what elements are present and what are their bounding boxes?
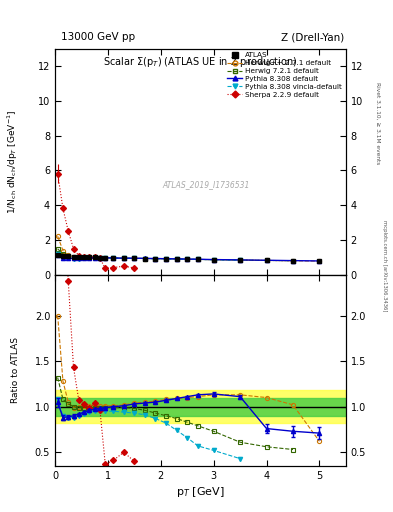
Y-axis label: Ratio to ATLAS: Ratio to ATLAS [11, 337, 20, 403]
Text: ATLAS_2019_I1736531: ATLAS_2019_I1736531 [163, 180, 250, 188]
X-axis label: p$_T$ [GeV]: p$_T$ [GeV] [176, 485, 225, 499]
Text: mcplots.cern.ch [arXiv:1306.3436]: mcplots.cern.ch [arXiv:1306.3436] [382, 221, 387, 312]
Text: Rivet 3.1.10, ≥ 3.1M events: Rivet 3.1.10, ≥ 3.1M events [375, 82, 380, 164]
Bar [55, 397, 346, 416]
Y-axis label: 1/N$_{\rm ch}$ dN$_{\rm ch}$/dp$_T$ [GeV$^{-1}$]: 1/N$_{\rm ch}$ dN$_{\rm ch}$/dp$_T$ [GeV… [6, 110, 20, 214]
Text: 13000 GeV pp: 13000 GeV pp [61, 32, 135, 42]
Legend: ATLAS, Herwig++ 2.7.1 default, Herwig 7.2.1 default, Pythia 8.308 default, Pythi: ATLAS, Herwig++ 2.7.1 default, Herwig 7.… [225, 51, 343, 99]
Text: Scalar $\Sigma$(p$_T$) (ATLAS UE in Z production): Scalar $\Sigma$(p$_T$) (ATLAS UE in Z pr… [103, 55, 298, 70]
Text: Z (Drell-Yan): Z (Drell-Yan) [281, 32, 344, 42]
Bar [55, 390, 346, 423]
